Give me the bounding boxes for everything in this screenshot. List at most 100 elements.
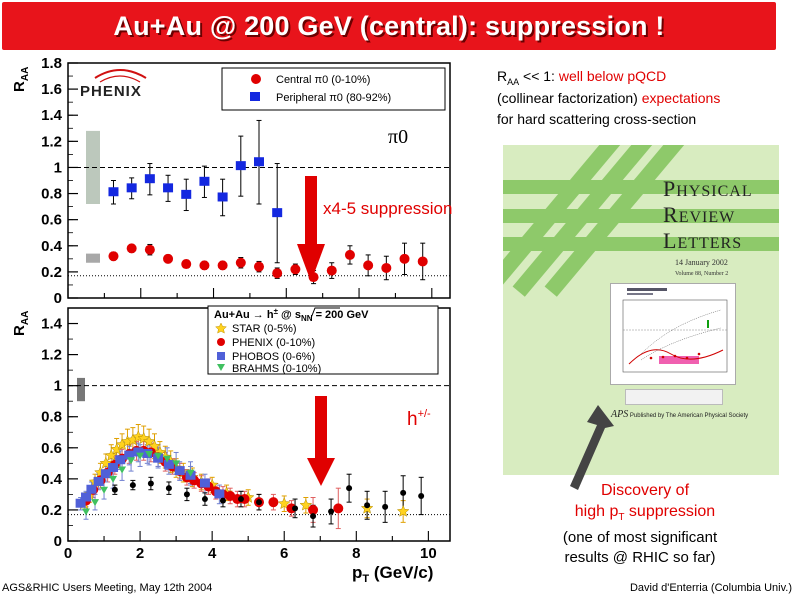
data-point: [277, 497, 291, 510]
data-point: [219, 497, 226, 504]
data-point: [108, 187, 119, 197]
y-tick-label: 1.4: [41, 316, 63, 333]
raa-statement-line2: (collinear factorization) expectations: [497, 90, 721, 106]
data-point: [400, 489, 407, 496]
data-point: [115, 455, 126, 465]
data-point: [344, 249, 355, 260]
data-point: [201, 496, 208, 503]
data-point: [364, 502, 371, 509]
data-point: [172, 460, 181, 468]
data-point: [237, 496, 244, 503]
data-point: [136, 452, 145, 460]
title-bar: Au+Au @ 200 GeV (central): suppression !: [2, 2, 776, 50]
legend-marker-phobos: [217, 352, 225, 360]
data-point: [174, 466, 185, 476]
data-point: [127, 457, 136, 465]
cover-pointer-arrow: [570, 405, 614, 490]
prl-caption-box: [625, 389, 723, 405]
legend-peripheral-label: Peripheral π0 (80-92%): [276, 92, 391, 104]
phenix-logo-text: PHENIX: [80, 83, 142, 100]
data-point: [183, 491, 190, 498]
data-point: [363, 260, 374, 271]
x-tick-label: 6: [280, 545, 288, 562]
data-point: [75, 498, 86, 508]
bottom-x-axis-label: pT (GeV/c): [352, 563, 433, 585]
data-point: [108, 251, 119, 262]
data-point: [181, 259, 192, 270]
data-point: [91, 499, 100, 507]
x-tick-label: 0: [64, 545, 72, 562]
data-point: [417, 256, 428, 267]
pi0-annotation: π0: [388, 126, 408, 148]
y-tick-label: 0.2: [41, 264, 62, 281]
hadron-annotation: h+/-: [407, 408, 431, 430]
top-red-arrow: [297, 176, 325, 282]
data-point: [381, 262, 392, 273]
data-point: [147, 480, 154, 487]
data-point: [382, 503, 389, 510]
bottom-chart: 0 0.2 0.4 0.6 0.8 1 1.2 1.4 0 2 4 6 8 10: [41, 307, 450, 562]
top-chart: 0 0.2 0.4 0.6 0.8 1 1.2 1.4 1.6 1.8: [41, 55, 450, 307]
legend-brahms-label: BRAHMS (0-10%): [232, 363, 321, 375]
x-tick-label: 8: [352, 545, 360, 562]
systematic-error-band: [86, 253, 100, 263]
y-tick-label: 1.8: [41, 55, 62, 72]
data-point: [100, 486, 109, 494]
y-tick-label: 0.2: [41, 502, 62, 519]
legend-marker-brahms: [217, 364, 225, 371]
bottom-y-axis-label: RAA: [11, 311, 31, 336]
legend-marker-phenix: [217, 338, 225, 346]
data-point: [199, 176, 210, 186]
legend-phenix-label: PHENIX (0-10%): [232, 337, 315, 349]
data-point: [163, 455, 172, 463]
data-point: [326, 265, 337, 276]
top-legend: Central π0 (0-10%) Peripheral π0 (80-92%…: [221, 67, 446, 111]
y-tick-label: 1.4: [41, 107, 63, 124]
legend-marker-peripheral: [250, 92, 260, 101]
data-point: [86, 484, 97, 494]
significance-text: (one of most significant results @ RHIC …: [562, 529, 718, 566]
data-point: [256, 499, 262, 506]
data-point: [163, 183, 174, 193]
data-point: [118, 466, 127, 474]
data-point: [82, 508, 91, 516]
data-point: [163, 459, 174, 469]
raa-statement-line3: for hard scattering cross-section: [497, 111, 697, 127]
bottom-red-arrow: [307, 396, 335, 486]
data-point: [396, 504, 410, 517]
discovery-text: Discovery of high pT suppression: [574, 482, 716, 524]
cover-figure-plot: [622, 288, 728, 373]
data-point: [272, 268, 283, 279]
y-tick-label: 0.6: [41, 440, 62, 457]
legend-phobos-label: PHOBOS (0-6%): [232, 351, 315, 363]
y-tick-label: 0.6: [41, 212, 62, 229]
footer-author: David d'Enterria (Columbia Univ.): [629, 582, 792, 594]
data-point: [126, 183, 137, 193]
legend-star-label: STAR (0-5%): [232, 323, 297, 335]
data-point: [254, 261, 264, 272]
data-point: [108, 462, 119, 472]
raa-statement-line1: RAA << 1: well below pQCD: [497, 68, 667, 87]
bottom-legend: Au+Au → h± @ sNN = 200 GeV STAR (0-5%) P…: [207, 305, 439, 375]
y-tick-label: 0.4: [41, 471, 63, 488]
footer-meeting: AGS&RHIC Users Meeting, May 12th 2004: [2, 582, 213, 594]
data-point: [214, 489, 225, 499]
data-point: [129, 482, 136, 489]
data-point: [292, 505, 299, 512]
data-point: [133, 447, 144, 457]
data-point: [346, 485, 353, 492]
data-point: [165, 485, 172, 492]
x-tick-label: 10: [420, 545, 437, 562]
data-point: [126, 243, 137, 254]
data-point: [144, 244, 155, 255]
data-point: [163, 253, 174, 264]
y-tick-label: 0.8: [41, 409, 62, 426]
prl-journal-cover: PHYSICAL REVIEW LETTERS 14 January 2002 …: [503, 145, 779, 475]
data-point: [268, 497, 279, 508]
data-point: [144, 174, 155, 184]
data-point: [137, 431, 151, 444]
data-point: [181, 189, 192, 199]
top-y-axis-label: RAA: [11, 67, 31, 92]
data-point: [299, 498, 313, 511]
data-point: [145, 451, 154, 459]
